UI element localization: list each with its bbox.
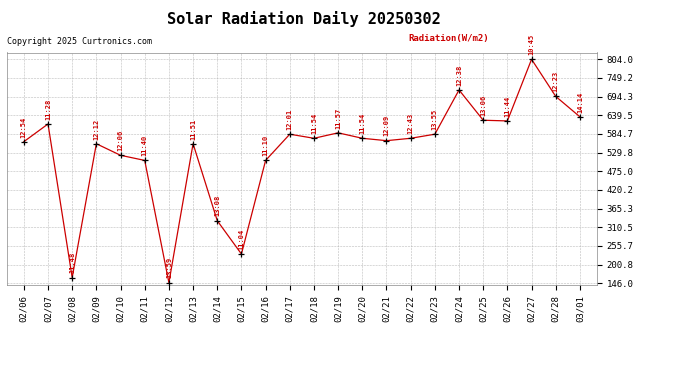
Text: 12:12: 12:12: [93, 118, 99, 140]
Text: 12:43: 12:43: [408, 113, 414, 134]
Text: 11:54: 11:54: [359, 113, 365, 134]
Text: 11:04: 11:04: [239, 229, 244, 250]
Text: Radiation(W/m2): Radiation(W/m2): [408, 34, 489, 43]
Text: 12:09: 12:09: [384, 115, 389, 136]
Text: 12:01: 12:01: [287, 109, 293, 130]
Text: 11:57: 11:57: [335, 107, 341, 129]
Text: 13:59: 13:59: [166, 257, 172, 279]
Text: 13:55: 13:55: [432, 109, 438, 130]
Text: 14:14: 14:14: [577, 92, 583, 112]
Text: Solar Radiation Daily 20250302: Solar Radiation Daily 20250302: [167, 11, 440, 27]
Text: 11:54: 11:54: [311, 113, 317, 134]
Text: 11:51: 11:51: [190, 118, 196, 140]
Text: 10:45: 10:45: [529, 34, 535, 55]
Text: 12:06: 12:06: [117, 130, 124, 151]
Text: 12:38: 12:38: [456, 64, 462, 86]
Text: 11:40: 11:40: [141, 135, 148, 156]
Text: 12:54: 12:54: [21, 116, 27, 138]
Text: 13:08: 13:08: [215, 195, 220, 216]
Text: 12:23: 12:23: [553, 71, 559, 92]
Text: Copyright 2025 Curtronics.com: Copyright 2025 Curtronics.com: [7, 38, 152, 46]
Text: 11:28: 11:28: [45, 99, 51, 120]
Text: 11:48: 11:48: [69, 252, 75, 273]
Text: 13:06: 13:06: [480, 95, 486, 116]
Text: 11:44: 11:44: [504, 96, 511, 117]
Text: 11:10: 11:10: [263, 135, 268, 156]
